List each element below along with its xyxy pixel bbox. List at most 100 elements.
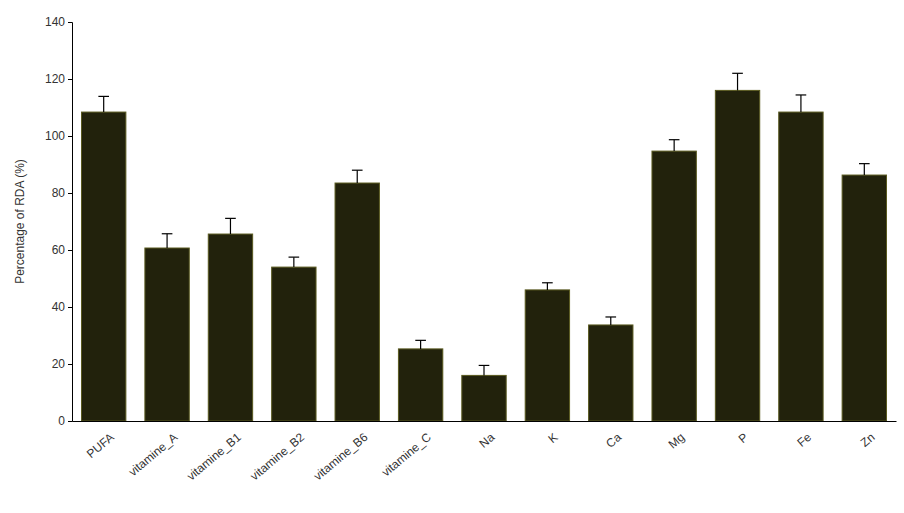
bar	[525, 290, 569, 421]
y-tick: 40	[52, 300, 72, 314]
error-cap	[98, 96, 109, 97]
error-bar	[98, 96, 109, 112]
bar	[842, 175, 886, 421]
y-tick-mark	[68, 421, 72, 422]
error-cap	[479, 365, 490, 366]
y-tick: 100	[45, 129, 72, 143]
error-cap	[289, 257, 300, 258]
y-tick: 20	[52, 357, 72, 371]
x-tick: Ca	[603, 421, 624, 451]
bars	[82, 73, 887, 421]
y-tick-label: 40	[52, 300, 66, 314]
x-tick: vitamine_A	[126, 421, 180, 479]
x-tick-label: Na	[476, 430, 497, 451]
x-tick-label: Zn	[858, 430, 878, 450]
x-tick-label: Mg	[666, 430, 688, 451]
error-bar	[415, 340, 426, 349]
error-bar	[732, 73, 743, 90]
error-cap	[796, 94, 807, 95]
y-tick-mark	[68, 364, 72, 365]
x-tick-label: K	[545, 430, 560, 446]
error-cap	[162, 233, 173, 234]
x-tick: P	[736, 421, 751, 446]
bar	[652, 151, 696, 421]
y-axis-line	[68, 23, 73, 422]
x-tick-label: vitamine_A	[126, 430, 180, 479]
error-cap	[605, 316, 616, 317]
y-tick-label: 0	[58, 414, 65, 428]
bar	[335, 183, 379, 421]
error-stem	[674, 140, 675, 151]
y-tick-label: 20	[52, 357, 66, 371]
x-tick-label: vitamine_B1	[184, 430, 244, 483]
error-stem	[483, 365, 484, 375]
y-axis: 0 20 40 60 80 100 120 140	[45, 15, 73, 428]
error-bar	[669, 140, 680, 151]
error-cap	[669, 139, 680, 140]
y-tick-label: 140	[45, 15, 65, 29]
error-bar	[605, 317, 616, 325]
error-cap	[732, 73, 743, 74]
y-tick: 120	[45, 72, 72, 86]
x-tick: vitamine_C	[379, 421, 434, 479]
x-tick: PUFA	[84, 421, 117, 461]
bar	[779, 112, 823, 421]
x-tick: Zn	[858, 421, 878, 450]
y-tick: 80	[52, 186, 72, 200]
error-stem	[864, 164, 865, 175]
y-tick-mark	[68, 250, 72, 251]
error-bar	[796, 95, 807, 112]
y-tick-mark	[68, 136, 72, 137]
bar	[589, 325, 633, 421]
error-bar	[479, 365, 490, 375]
chart: 020406080100120140PUFAvitamine_Avitamine…	[0, 0, 904, 513]
y-tick-mark	[68, 307, 72, 308]
x-axis-line	[73, 421, 897, 422]
bar	[145, 248, 189, 421]
error-stem	[166, 234, 167, 248]
x-tick-label: Ca	[603, 430, 624, 451]
x-tick: Na	[476, 421, 497, 451]
x-tick: K	[545, 421, 560, 446]
x-tick: vitamine_B6	[311, 421, 371, 483]
y-tick: 60	[52, 243, 72, 257]
error-stem	[293, 257, 294, 267]
bar	[208, 234, 252, 421]
x-tick-label: vitamine_B2	[247, 430, 307, 483]
bar	[398, 349, 442, 421]
x-tick-label: PUFA	[84, 430, 117, 461]
error-bar	[289, 257, 300, 267]
error-stem	[547, 283, 548, 290]
plot: 020406080100120140PUFAvitamine_Avitamine…	[45, 15, 897, 483]
y-tick: 0	[58, 414, 72, 428]
error-stem	[420, 340, 421, 349]
bar	[272, 267, 316, 421]
y-tick-mark	[68, 193, 72, 194]
error-stem	[737, 73, 738, 90]
x-tick: Mg	[666, 421, 688, 452]
y-tick-label: 80	[52, 186, 66, 200]
error-bar	[859, 164, 870, 175]
x-tick: Fe	[794, 421, 814, 450]
error-stem	[800, 95, 801, 112]
x-tick-label: Fe	[794, 430, 814, 450]
y-tick-mark	[68, 22, 72, 23]
x-tick-label: vitamine_B6	[311, 430, 371, 483]
bar	[82, 112, 126, 421]
x-axis: PUFAvitamine_Avitamine_B1vitamine_B2vita…	[73, 421, 897, 483]
error-bar	[225, 218, 236, 234]
error-stem	[230, 218, 231, 234]
y-tick: 140	[45, 15, 72, 29]
y-tick-label: 120	[45, 72, 65, 86]
error-stem	[610, 317, 611, 325]
error-bar	[162, 234, 173, 248]
error-cap	[225, 218, 236, 219]
bar	[462, 375, 506, 421]
y-tick-label: 100	[45, 129, 65, 143]
x-tick: vitamine_B1	[184, 421, 244, 483]
error-cap	[352, 170, 363, 171]
x-tick-label: P	[736, 430, 751, 446]
error-cap	[859, 163, 870, 164]
y-tick-label: 60	[52, 243, 66, 257]
error-bar	[542, 283, 553, 290]
